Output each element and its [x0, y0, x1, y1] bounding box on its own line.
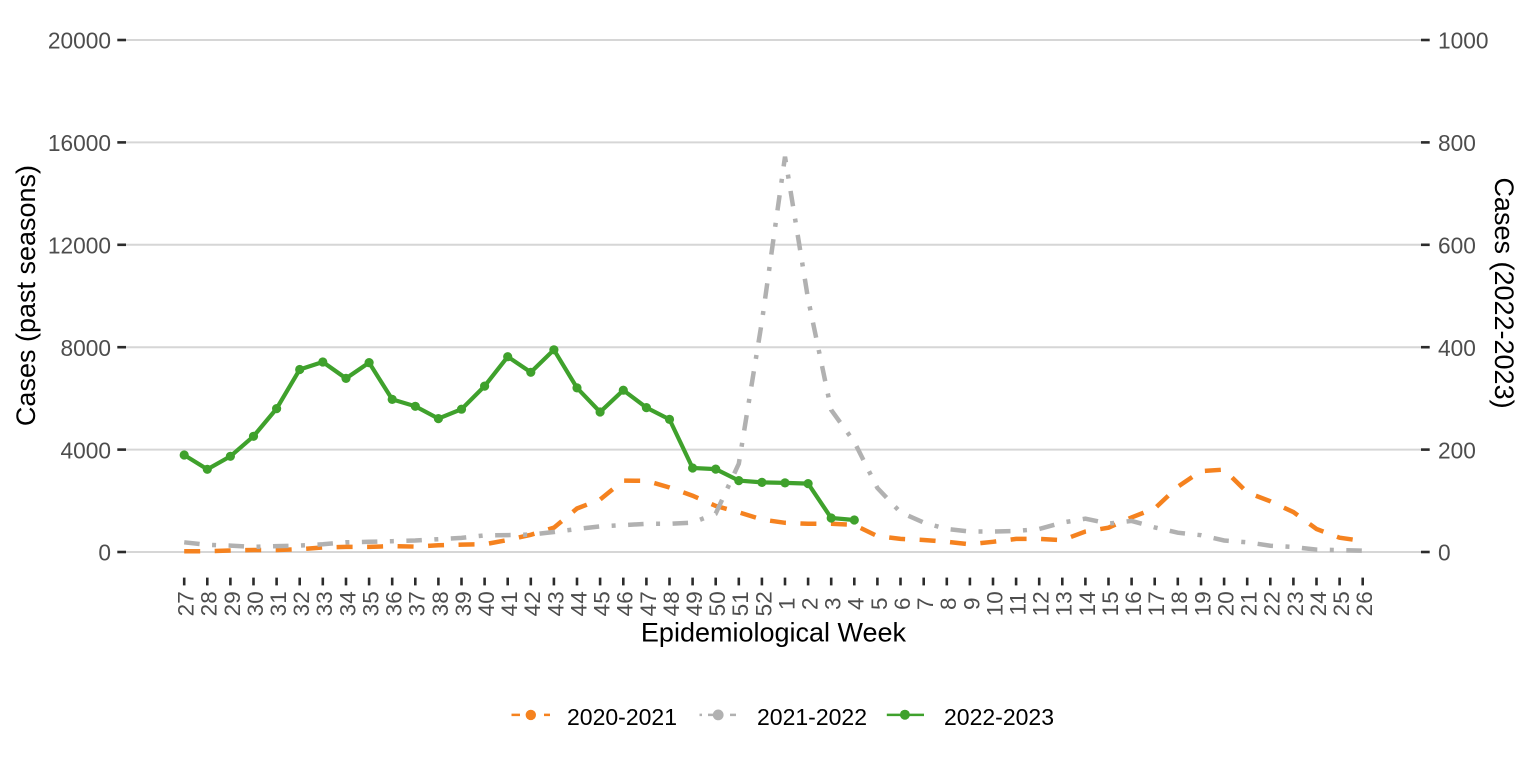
svg-text:38: 38	[428, 591, 453, 616]
svg-text:Cases (past seasons): Cases (past seasons)	[11, 165, 41, 426]
svg-text:27: 27	[174, 591, 199, 616]
svg-text:9: 9	[959, 598, 984, 611]
svg-text:42: 42	[520, 591, 545, 616]
svg-text:18: 18	[1167, 591, 1192, 616]
svg-text:200: 200	[1438, 437, 1476, 463]
svg-text:37: 37	[405, 591, 430, 616]
svg-text:21: 21	[1237, 591, 1262, 616]
svg-text:Cases (2022-2023): Cases (2022-2023)	[1489, 177, 1519, 408]
svg-text:600: 600	[1438, 233, 1476, 259]
svg-text:400: 400	[1438, 335, 1476, 361]
svg-text:41: 41	[497, 591, 522, 616]
svg-text:47: 47	[636, 591, 661, 616]
svg-text:40: 40	[474, 591, 499, 616]
svg-text:4: 4	[844, 598, 869, 611]
svg-text:11: 11	[1006, 592, 1031, 615]
svg-text:20000: 20000	[48, 28, 111, 54]
svg-text:2021-2022: 2021-2022	[757, 704, 867, 730]
svg-text:2022-2023: 2022-2023	[944, 704, 1054, 730]
svg-text:29: 29	[220, 591, 245, 616]
svg-text:31: 31	[266, 591, 291, 616]
svg-text:2020-2021: 2020-2021	[567, 704, 677, 730]
svg-text:32: 32	[289, 591, 314, 616]
svg-text:26: 26	[1352, 591, 1377, 616]
svg-text:43: 43	[543, 591, 568, 616]
svg-text:3: 3	[821, 598, 846, 611]
svg-text:8: 8	[936, 598, 961, 611]
svg-text:10: 10	[982, 591, 1007, 616]
svg-text:50: 50	[705, 591, 730, 616]
svg-text:6: 6	[890, 598, 915, 611]
svg-text:7: 7	[913, 598, 938, 611]
svg-text:19: 19	[1190, 591, 1215, 616]
svg-text:1000: 1000	[1438, 28, 1488, 54]
svg-text:45: 45	[590, 591, 615, 616]
svg-text:35: 35	[359, 591, 384, 616]
svg-text:49: 49	[682, 591, 707, 616]
svg-text:28: 28	[197, 591, 222, 616]
svg-text:14: 14	[1075, 591, 1100, 616]
svg-text:34: 34	[335, 591, 360, 616]
svg-text:800: 800	[1438, 130, 1476, 156]
svg-text:23: 23	[1283, 591, 1308, 616]
svg-text:36: 36	[382, 591, 407, 616]
svg-text:Epidemiological Week: Epidemiological Week	[641, 618, 907, 648]
svg-text:8000: 8000	[61, 335, 111, 361]
svg-text:13: 13	[1052, 591, 1077, 616]
svg-text:2: 2	[798, 598, 823, 611]
svg-text:5: 5	[867, 598, 892, 611]
svg-text:12: 12	[1029, 591, 1054, 616]
svg-text:0: 0	[1438, 540, 1451, 566]
svg-text:30: 30	[243, 591, 268, 616]
svg-text:39: 39	[451, 591, 476, 616]
svg-text:24: 24	[1306, 591, 1331, 616]
svg-text:16: 16	[1121, 591, 1146, 616]
svg-text:46: 46	[613, 591, 638, 616]
svg-text:15: 15	[1098, 591, 1123, 616]
svg-text:33: 33	[312, 591, 337, 616]
svg-text:4000: 4000	[61, 437, 111, 463]
svg-text:16000: 16000	[48, 130, 111, 156]
svg-text:17: 17	[1144, 591, 1169, 616]
svg-text:48: 48	[659, 591, 684, 616]
svg-text:1: 1	[774, 598, 799, 611]
svg-text:22: 22	[1260, 591, 1285, 616]
svg-text:0: 0	[98, 540, 111, 566]
svg-text:44: 44	[566, 591, 591, 616]
svg-text:52: 52	[751, 591, 776, 616]
svg-text:12000: 12000	[48, 233, 111, 259]
svg-text:51: 51	[728, 591, 753, 616]
svg-text:20: 20	[1214, 591, 1239, 616]
svg-text:25: 25	[1329, 591, 1354, 616]
